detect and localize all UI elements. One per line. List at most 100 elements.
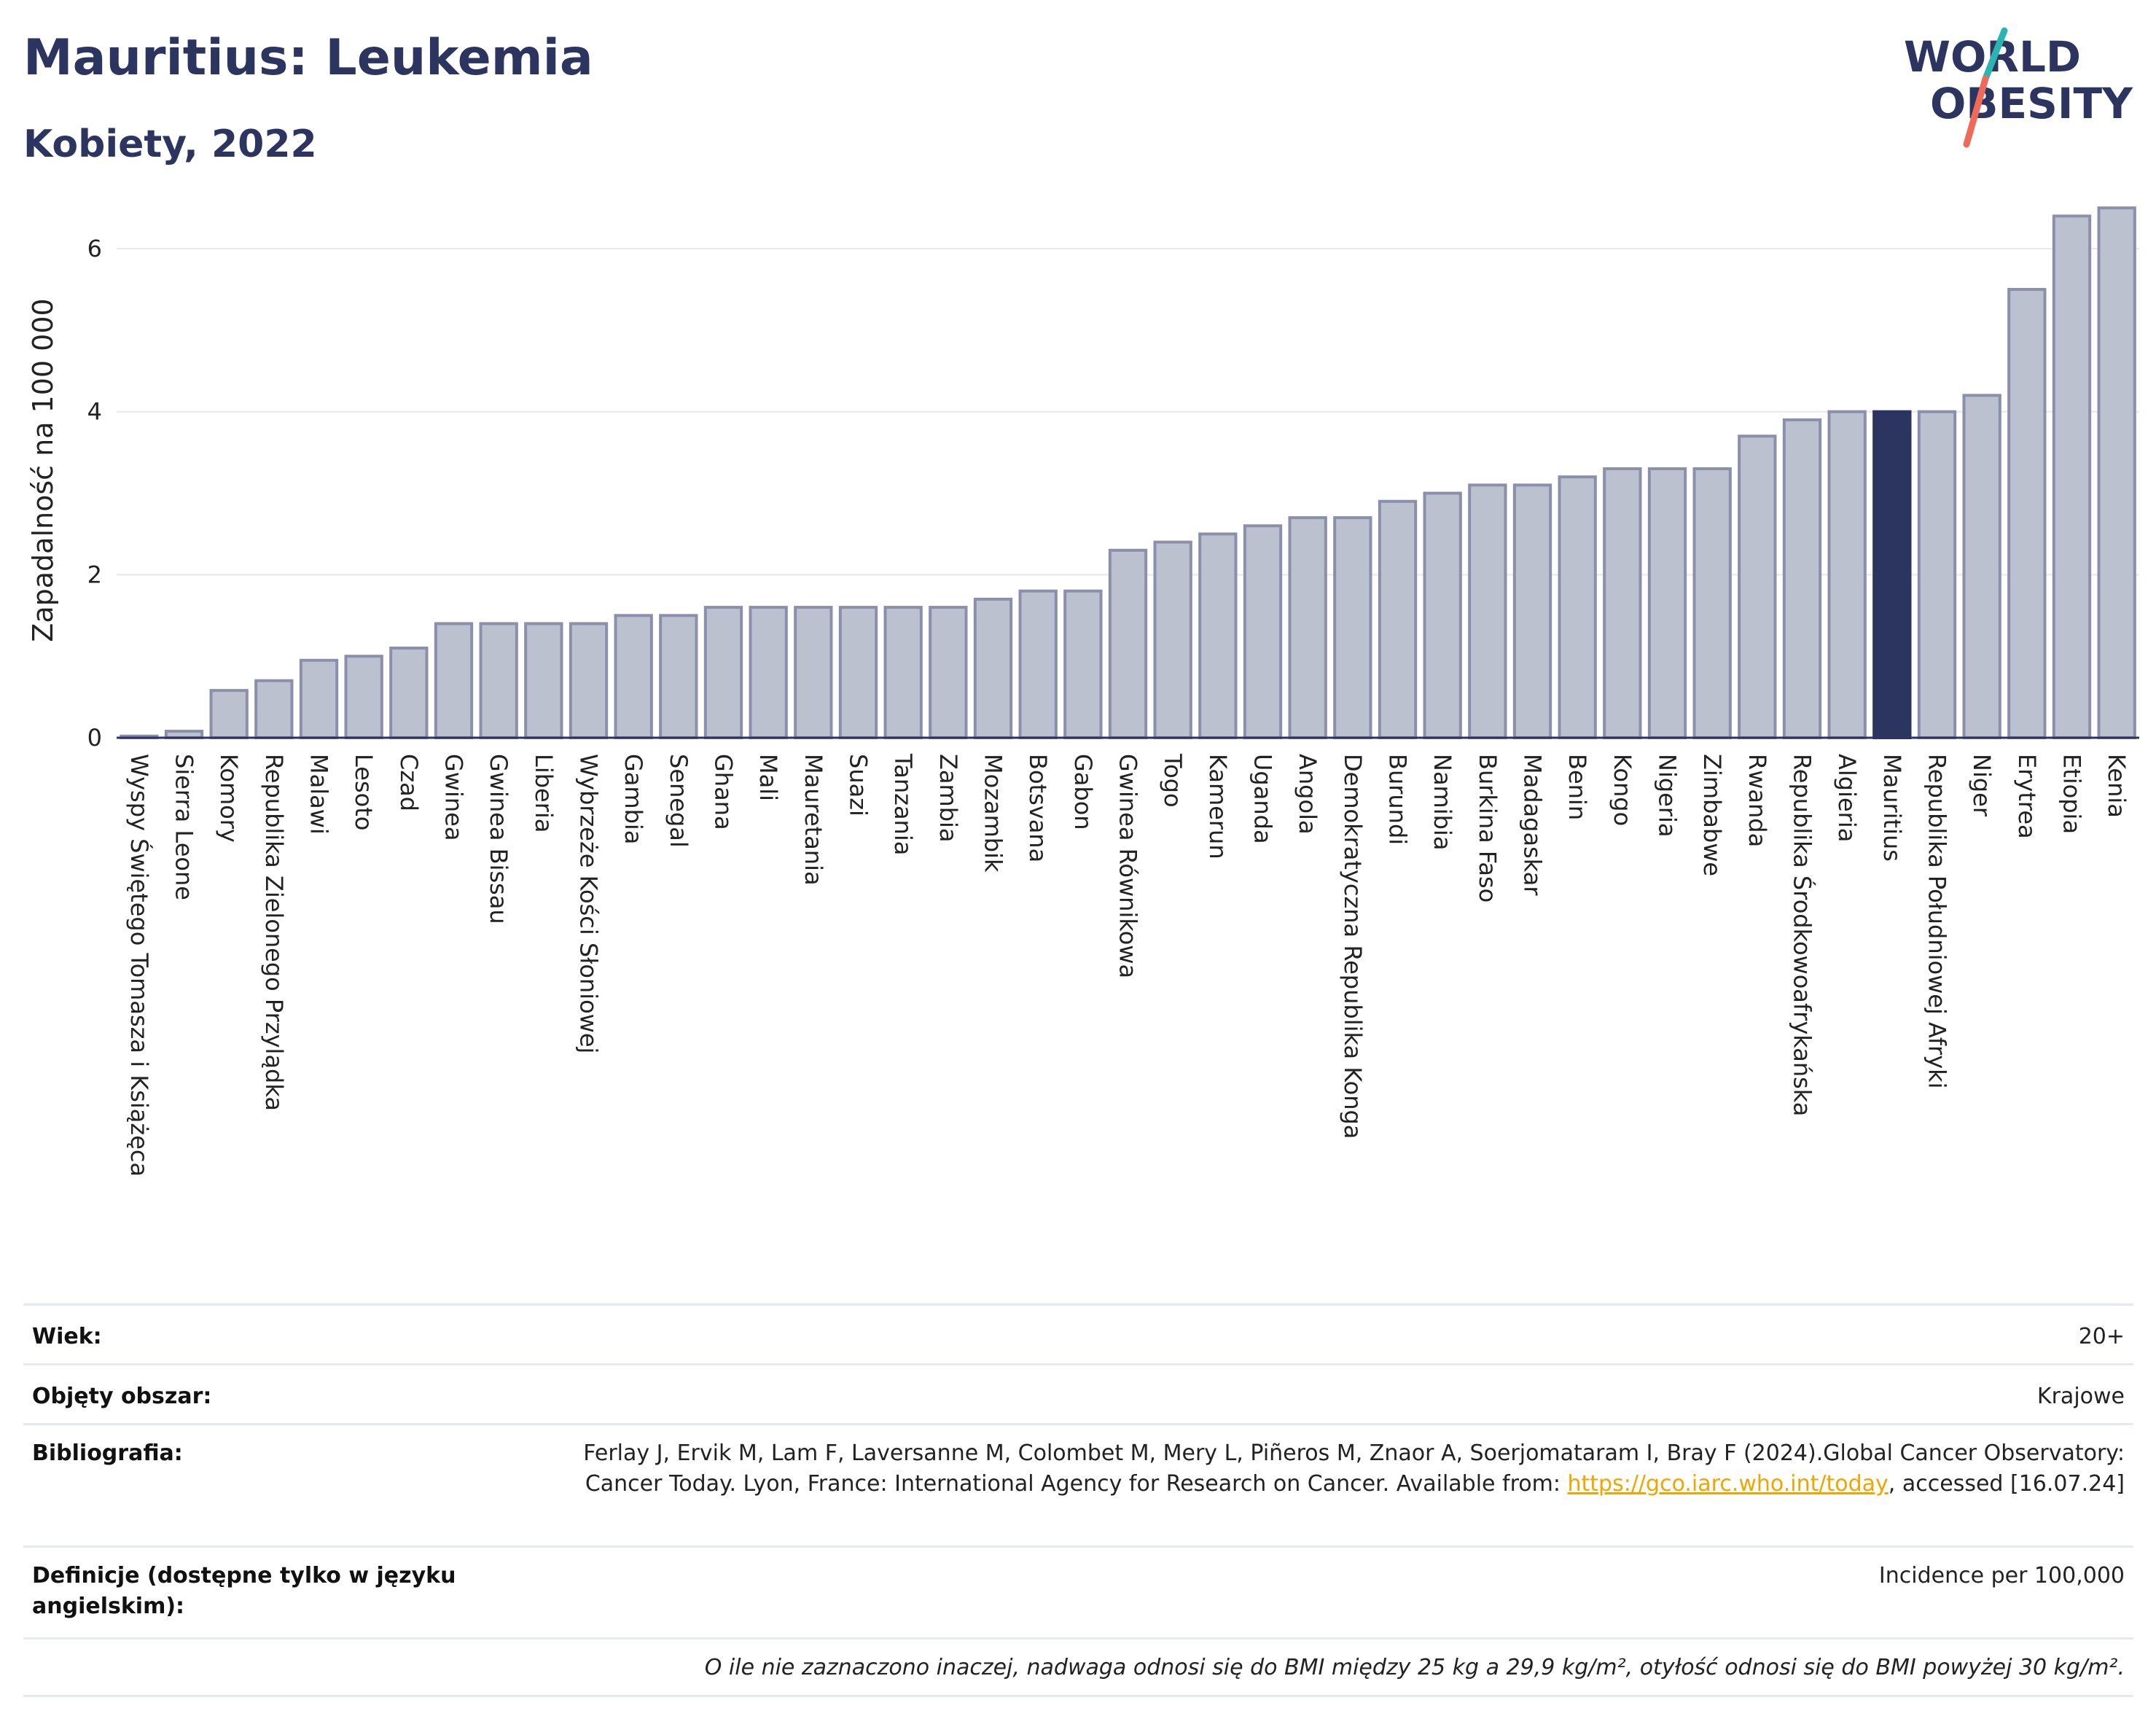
x-tick-label: Gwinea <box>440 754 468 841</box>
x-tick-label: Zimbabwe <box>1698 754 1726 876</box>
bar-28 <box>1378 499 1418 740</box>
bar-39 <box>1872 410 1912 740</box>
age-value: 20+ <box>2078 1324 2125 1349</box>
bar-7 <box>434 622 474 739</box>
x-tick-label: Gabon <box>1069 754 1097 830</box>
x-tick-label: Burundi <box>1384 754 1412 845</box>
info-row-age: Wiek: 20+ <box>23 1303 2133 1363</box>
bar-5 <box>344 655 383 740</box>
x-tick-label: Mauretania <box>800 754 827 886</box>
x-tick-label: Gwinea Bissau <box>485 754 512 924</box>
bar-27 <box>1333 516 1372 739</box>
y-tick-label: 0 <box>87 724 102 752</box>
bar-44 <box>2097 206 2136 739</box>
bar-37 <box>1782 418 1822 740</box>
x-tick-label: Mauritius <box>1878 754 1906 862</box>
category-labels: Wyspy Świętego Tomasza i Książęca Sierra … <box>125 753 2130 1177</box>
bar-12 <box>659 614 698 739</box>
bar-41 <box>1962 394 2001 739</box>
x-tick-label: Madagaskar <box>1519 754 1547 896</box>
x-tick-label: Sierra Leone <box>171 754 198 900</box>
bar-34 <box>1647 467 1687 739</box>
bars <box>120 206 2136 740</box>
bibliography-label: Bibliografia: <box>32 1440 183 1466</box>
bar-chart: 0 2 4 6 Wyspy Świętego Tomasza i Książęca Si… <box>27 206 2139 1177</box>
bar-38 <box>1827 410 1867 740</box>
definitions-label: Definicje (dostępne tylko w języku angie… <box>32 1563 456 1619</box>
x-tick-label: Republika Zielonego Przylądka <box>260 754 288 1111</box>
y-tick-label: 6 <box>87 235 102 262</box>
x-tick-label: Zambia <box>934 754 962 843</box>
x-tick-label: Ghana <box>710 754 738 830</box>
chart-title: Mauritius: Leukemia <box>23 29 593 87</box>
x-tick-label: Namibia <box>1429 754 1456 850</box>
x-tick-label: Kongo <box>1609 754 1636 826</box>
bibliography-value: Ferlay J, Ervik M, Lam F, Laversanne M, … <box>558 1438 2125 1500</box>
x-tick-label: Kamerun <box>1204 754 1232 859</box>
x-tick-label: Malawi <box>305 754 333 835</box>
bar-43 <box>2052 214 2092 739</box>
info-row-area: Objęty obszar: Krajowe <box>23 1363 2133 1423</box>
x-tick-label: Botsvana <box>1024 754 1052 862</box>
logo-slash-coral <box>1963 75 1989 148</box>
info-row-definitions: Definicje (dostępne tylko w języku angie… <box>23 1545 2133 1637</box>
info-row-note: O ile nie zaznaczono inaczej, nadwaga od… <box>23 1637 2133 1697</box>
bar-26 <box>1288 516 1327 739</box>
bar-3 <box>254 679 294 740</box>
bar-16 <box>838 606 878 739</box>
bar-17 <box>883 606 923 739</box>
area-value: Krajowe <box>2036 1384 2125 1409</box>
bar-36 <box>1738 434 1777 739</box>
bar-2 <box>209 689 249 739</box>
x-tick-label: Senegal <box>665 754 692 848</box>
bibliography-link[interactable]: https://gco.iarc.who.int/today <box>1567 1471 1889 1497</box>
bar-22 <box>1108 548 1148 739</box>
bar-9 <box>524 622 563 739</box>
x-tick-label: Republika Środkowoafrykańska <box>1789 754 1817 1116</box>
bibliography-accessed: , accessed [16.07.24] <box>1888 1471 2125 1497</box>
x-tick-label: Republika Południowej Afryki <box>1923 754 1951 1089</box>
bar-4 <box>299 658 339 739</box>
logo-line2: OBESITY <box>1930 79 2133 128</box>
y-tick-labels: 0 2 4 6 <box>87 235 102 752</box>
bar-35 <box>1692 467 1732 739</box>
bar-40 <box>1917 410 1957 740</box>
logo-slash-teal <box>1982 27 2008 82</box>
x-tick-label: Togo <box>1159 753 1187 808</box>
x-tick-label: Burkina Faso <box>1474 754 1501 902</box>
bar-42 <box>2007 288 2047 739</box>
bar-21 <box>1063 589 1103 740</box>
x-tick-label: Erytrea <box>2013 754 2041 839</box>
x-tick-label: Nigeria <box>1654 754 1682 837</box>
bar-31 <box>1512 483 1552 739</box>
x-tick-label: Niger <box>1968 754 1996 817</box>
bar-24 <box>1198 532 1238 739</box>
chart-subtitle: Kobiety, 2022 <box>23 122 317 166</box>
age-label: Wiek: <box>32 1324 102 1349</box>
bar-18 <box>929 606 968 739</box>
x-tick-label: Kenia <box>2103 754 2130 818</box>
bmi-note: O ile nie zaznaczono inaczej, nadwaga od… <box>704 1655 2125 1680</box>
bar-25 <box>1243 524 1283 739</box>
bar-14 <box>749 606 788 739</box>
x-tick-label: Mali <box>754 754 782 801</box>
bar-30 <box>1468 483 1507 739</box>
x-tick-label: Rwanda <box>1743 754 1771 847</box>
bar-6 <box>389 647 429 739</box>
x-tick-label: Uganda <box>1249 754 1277 844</box>
bar-20 <box>1018 589 1058 740</box>
x-tick-label: Suazi <box>845 754 872 816</box>
bar-23 <box>1153 540 1192 739</box>
info-table: Wiek: 20+ Objęty obszar: Krajowe Bibliog… <box>23 1303 2133 1697</box>
x-tick-label: Liberia <box>530 754 558 833</box>
x-tick-label: Etiopia <box>2058 754 2086 834</box>
x-tick-label: Benin <box>1563 754 1591 820</box>
bar-33 <box>1603 467 1642 739</box>
x-tick-label: Wyspy Świętego Tomasza i Książęca <box>125 754 154 1177</box>
bar-32 <box>1558 475 1597 739</box>
bar-11 <box>614 614 653 739</box>
info-row-bibliography: Bibliografia: Ferlay J, Ervik M, Lam F, … <box>23 1423 2133 1545</box>
y-tick-label: 4 <box>87 398 102 426</box>
x-tick-label: Demokratyczna Republika Konga <box>1339 754 1367 1139</box>
x-tick-label: Mozambik <box>980 754 1007 873</box>
